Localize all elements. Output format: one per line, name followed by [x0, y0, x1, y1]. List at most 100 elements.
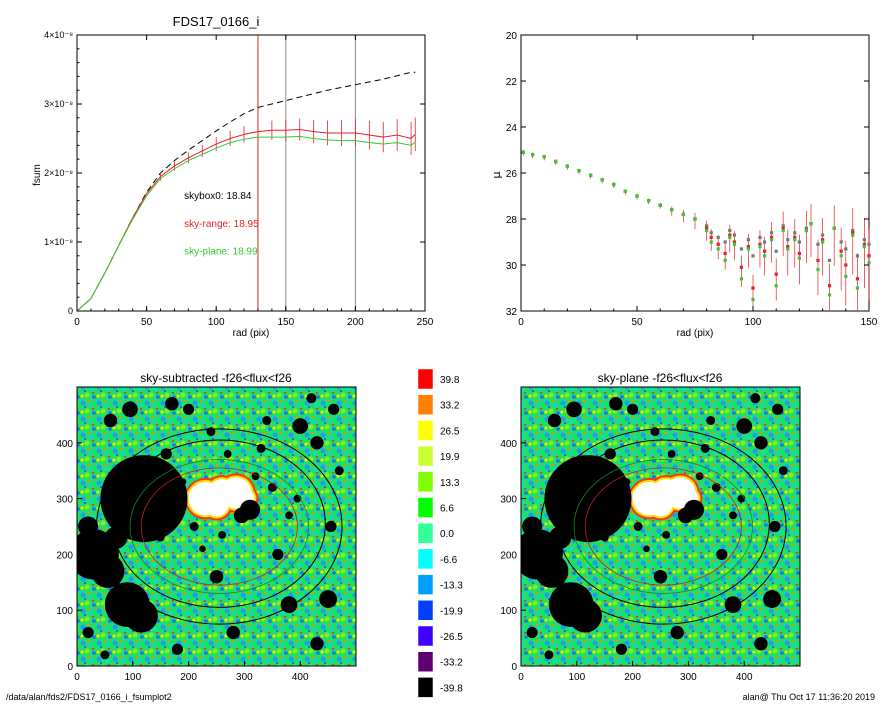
- mask-blob: [124, 599, 158, 633]
- x-tick-label: 0: [74, 672, 80, 683]
- y-tick-label: 4×10⁻⁸: [44, 30, 73, 40]
- mask-blob: [763, 590, 782, 608]
- x-tick-label: 400: [736, 672, 753, 683]
- mu-point-skybox0: [728, 228, 732, 233]
- mask-blob: [633, 522, 643, 531]
- aperture-ellipse-red: [140, 467, 298, 586]
- fsum-y-axis-label: fsum: [32, 164, 43, 186]
- x-tick-label: 0: [518, 672, 524, 683]
- mu-point-sky-range: [844, 263, 848, 267]
- fsum-annotation: sky-range: 18.95: [184, 219, 259, 230]
- mu-point-sky-plane: [732, 242, 737, 246]
- mu-point-skybox0: [821, 233, 825, 237]
- colorbar-label: 13.3: [440, 478, 460, 489]
- y-tick-label: 20: [506, 31, 518, 42]
- colorbar-swatch: [417, 420, 434, 441]
- mu-point-sky-plane: [844, 274, 848, 279]
- colorbar-label: 0.0: [440, 529, 454, 540]
- aperture-ellipse-red: [584, 467, 742, 586]
- mu-point-sky-range: [839, 249, 843, 253]
- mask-blob: [615, 643, 628, 655]
- saturated-core: [648, 491, 673, 517]
- mask-blob: [306, 393, 317, 404]
- footer-file-path: /data/alan/fds2/FDS17_0166_i_fsumplot2: [6, 692, 172, 702]
- mu-point-sky-range: [746, 245, 750, 249]
- fsum-y-ticks: 0 1×10⁻⁸ 2×10⁻⁸ 3×10⁻⁸ 4×10⁻⁸: [44, 30, 425, 316]
- mu-point-skybox0: [804, 226, 808, 230]
- mu-point-sky-plane: [804, 228, 808, 233]
- mu-point-sky-plane: [832, 226, 836, 230]
- mu-point-sky-plane: [709, 240, 713, 244]
- mask-blob: [233, 507, 250, 524]
- colorbar-label: 26.5: [440, 426, 460, 437]
- x-tick-label: 300: [680, 672, 697, 683]
- mask-blob: [643, 545, 650, 553]
- map-right-title: sky-plane -f26<flux<f26: [598, 371, 723, 385]
- mask-blob: [104, 526, 128, 549]
- mask-blob: [319, 590, 338, 608]
- mask-blob: [772, 403, 784, 415]
- mask-blob: [627, 403, 639, 415]
- y-tick-label: 100: [56, 606, 73, 617]
- mu-point-skybox0: [844, 247, 848, 251]
- mu-point-sky-plane: [821, 240, 825, 244]
- mu-point-skybox0: [705, 224, 709, 228]
- mu-point-sky-plane: [589, 173, 593, 177]
- y-tick-label: 400: [500, 439, 517, 450]
- mu-point-sky-plane: [797, 256, 801, 260]
- mask-blob: [600, 533, 609, 542]
- map-right-image: [521, 387, 800, 666]
- mu-point-sky-plane: [635, 194, 639, 198]
- colorbar-swatch: [417, 625, 434, 647]
- colorbar-label: 19.9: [440, 452, 460, 463]
- mu-point-sky-range: [716, 242, 720, 246]
- map-left-ticks: 0 100 200 300 400 0 100 200 300 400: [56, 439, 309, 683]
- mu-x-axis-label: rad (pix): [677, 328, 714, 339]
- mu-point-sky-plane: [827, 293, 832, 297]
- colorbar-label: -13.3: [440, 581, 463, 592]
- colorbar-swatch: [417, 522, 434, 544]
- aperture-ellipse-green: [129, 459, 309, 594]
- mask-blob: [729, 511, 737, 520]
- x-tick-label: 200: [624, 672, 641, 683]
- mu-point-sky-plane: [521, 150, 525, 154]
- mask-blob: [82, 626, 94, 639]
- colorbar-label: 39.8: [440, 375, 460, 386]
- colorbar-label: -39.8: [440, 683, 463, 694]
- mu-point-skybox0: [716, 235, 720, 239]
- mask-blob: [189, 522, 199, 531]
- mu-point-sky-range: [709, 235, 713, 239]
- mu-point-sky-plane: [565, 164, 569, 168]
- fsum-x-ticks: 0 50 100 150 200 250: [74, 35, 434, 328]
- mask-blob: [310, 436, 324, 450]
- mask-blob: [695, 472, 704, 481]
- mu-point-sky-range: [797, 251, 801, 256]
- saturated-core: [204, 491, 229, 517]
- mask-blob: [171, 643, 184, 655]
- y-tick-label: 100: [500, 606, 517, 617]
- y-tick-label: 32: [506, 307, 518, 318]
- mask-blob: [662, 530, 670, 539]
- mu-point-sky-range: [855, 277, 859, 281]
- fsum-profile-chart: FDS17_0166_i 0 50 100 150 200 250 0 1×10⁻⁸ 2×10…: [32, 14, 434, 339]
- colorbar-label: -6.6: [440, 555, 458, 566]
- mu-point-sky-plane: [862, 245, 866, 249]
- mu-point-sky-range: [763, 249, 767, 253]
- mask-blob: [272, 548, 284, 560]
- mask-blob: [251, 472, 260, 481]
- mu-point-skybox0: [851, 228, 855, 233]
- mu-point-sky-plane: [855, 286, 859, 290]
- x-tick-label: 100: [124, 672, 141, 683]
- mu-point-skybox0: [751, 254, 755, 258]
- mask-blob: [609, 397, 623, 411]
- mask-blob: [310, 636, 324, 651]
- mu-point-skybox0: [862, 238, 866, 242]
- mu-point-sky-plane: [716, 247, 720, 251]
- mask-blob: [328, 403, 340, 415]
- mu-point-sky-range: [705, 226, 709, 230]
- colorbar-label: -19.9: [440, 606, 463, 617]
- mu-point-skybox0: [816, 242, 820, 246]
- sky-subtracted-map: sky-subtracted -f26<flux<f26 0 100 200 300 4…: [56, 371, 357, 683]
- colorbar-swatch: [417, 471, 434, 493]
